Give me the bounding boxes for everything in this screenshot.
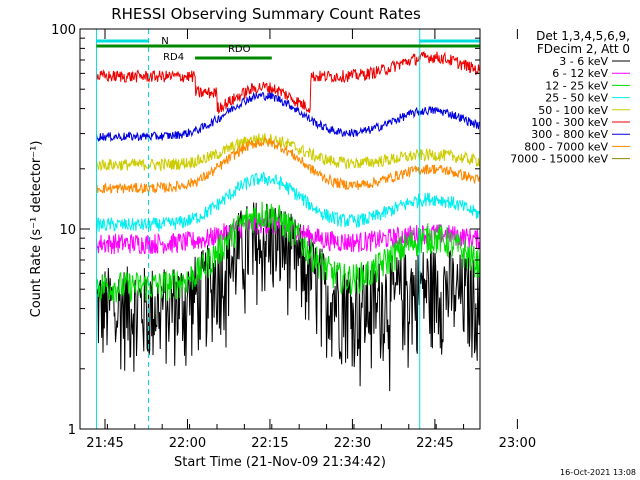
x-tick-label-0: 21:45 <box>86 436 123 451</box>
y-tick-label-100: 100 <box>51 23 76 38</box>
x-tick-label-2: 22:15 <box>251 436 288 451</box>
legend-label-3: 12 - 25 keV <box>545 79 608 92</box>
rdo-label: RDO <box>228 44 251 55</box>
y-tick-label-10: 10 <box>59 223 76 238</box>
legend-label-5: 50 - 100 keV <box>538 104 608 117</box>
series-line-6 <box>95 51 480 115</box>
series-line-4 <box>96 171 480 232</box>
x-axis: 21:45 22:00 22:15 22:30 22:45 23:00 <box>79 29 536 451</box>
plot-area: N RD4 RDO <box>95 29 480 429</box>
legend-header-detectors: Det 1,3,4,5,6,9, <box>536 29 630 43</box>
x-tick-label-4: 22:45 <box>416 436 453 451</box>
series-line-1 <box>95 202 480 392</box>
y-tick-label-1: 1 <box>68 423 76 438</box>
x-tick-label-3: 22:30 <box>334 436 371 451</box>
legend-label-4: 25 - 50 keV <box>545 92 608 105</box>
series-line-5 <box>95 133 480 172</box>
chart-title: RHESSI Observing Summary Count Rates <box>111 5 421 23</box>
series-group: N RD4 RDO <box>95 29 480 429</box>
x-tick-label-1: 22:00 <box>169 436 206 451</box>
y-axis-label: Count Rate (s⁻¹ detector⁻¹) <box>29 141 44 318</box>
render-timestamp: 16-Oct-2021 13:08 <box>560 468 636 477</box>
legend-header-decimation: FDecim 2, Att 0 <box>537 42 630 56</box>
legend-label-1: 3 - 6 keV <box>559 55 608 68</box>
legend-label-9: 7000 - 15000 keV <box>510 153 608 166</box>
rd4-label: RD4 <box>163 52 184 63</box>
series-line-3 <box>95 201 480 303</box>
night-label: N <box>161 36 168 47</box>
legend-label-2: 6 - 12 keV <box>552 67 608 80</box>
series-line-7 <box>95 91 480 143</box>
legend-label-8: 800 - 7000 keV <box>524 140 608 153</box>
x-axis-label: Start Time (21-Nov-09 21:34:42) <box>174 455 386 470</box>
legend-label-6: 100 - 300 keV <box>531 116 608 129</box>
y-axis: 1 10 100 <box>51 23 480 438</box>
legend: Det 1,3,4,5,6,9, FDecim 2, Att 0 3 - 6 k… <box>510 29 630 166</box>
series-line-8 <box>96 137 480 195</box>
legend-label-7: 300 - 800 keV <box>531 128 608 141</box>
x-tick-label-5: 23:00 <box>499 436 536 451</box>
